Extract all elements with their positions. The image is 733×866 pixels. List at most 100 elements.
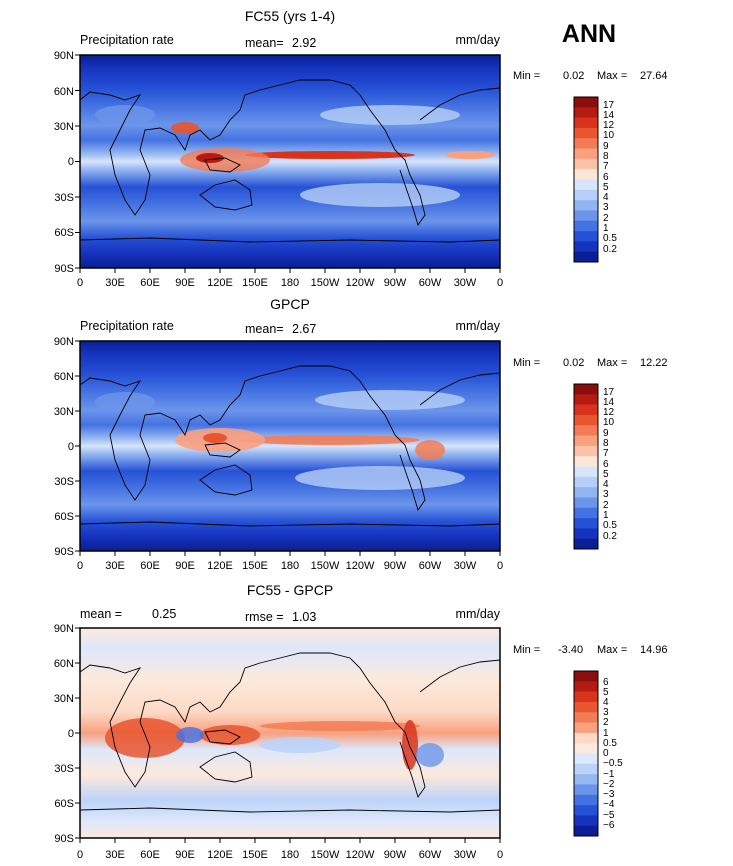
colorbar-swatches [573,383,599,550]
min-max-readout: Min = -3.40 Max = 14.96 [513,644,668,656]
colorbar-swatch [574,774,598,785]
x-tick-label: 120E [207,277,233,289]
colorbar-label: 14 [603,397,615,408]
x-tick-label: 60W [419,849,442,861]
min-value: 0.02 [563,70,584,82]
colorbar-label: 7 [603,161,609,172]
colorbar-label: 0.5 [603,520,617,531]
colorbar-label: 12 [603,407,615,418]
colorbar-swatch [574,117,598,129]
colorbar: 6 5 4 3 2 1 0.5 0 −0.5 −1 −2 −3 −4 −5 −6 [573,670,623,837]
colorbar-swatch [574,179,598,191]
colorbar-border [573,670,599,837]
colorbar-swatch [574,241,598,252]
colorbar-swatch [574,701,598,713]
colorbar-label: −0.5 [603,758,623,769]
max-label: Max = [597,644,627,656]
coastlines [79,365,501,527]
colorbar-swatch [574,671,598,682]
colorbar-label: 0.2 [603,531,617,542]
x-tick-label: 30E [105,849,125,861]
x-tick-label: 60E [140,277,160,289]
colorbar-swatch [574,231,598,242]
map-plot [79,628,501,838]
sahara-dry [95,392,155,412]
colorbar-label: 9 [603,428,609,439]
x-tick-label: 90E [175,849,195,861]
colorbar-label: 6 [603,459,609,470]
warm-pool-wet-bias [200,725,260,745]
colorbar-swatch [574,691,598,703]
colorbar-swatch [574,251,598,263]
colorbar-swatch [574,404,598,416]
colorbar-swatch [574,805,598,816]
india-rain [171,122,199,134]
colorbar-label: 2 [603,500,609,511]
colorbar-label: −1 [603,769,615,780]
sub-tropical-dry-sh [300,183,460,207]
colorbar-label: −3 [603,789,615,800]
pacific-itcz-bias [260,721,420,731]
max-label: Max = [597,70,627,82]
y-axis-ticks: 90N 60N 30N 0 30S 60S 90S [54,50,74,275]
colorbar-label: 4 [603,479,609,490]
max-label: Max = [597,357,627,369]
colorbar-swatch [574,189,598,201]
y-axis-ticks: 90N 60N 30N 0 30S 60S 90S [54,623,74,845]
colorbar-labels: 6 5 4 3 2 1 0.5 0 −0.5 −1 −2 −3 −4 −5 −6 [603,677,623,831]
colorbar-swatches [573,670,599,837]
x-tick-label: 120W [346,277,375,289]
y-tick-label: 30S [54,476,74,488]
colorbar-label: 1 [603,510,609,521]
colorbar-label: 6 [603,172,609,183]
colorbar-label: 3 [603,202,609,213]
colorbar-labels: 17 14 12 10 9 8 7 6 5 4 3 2 1 0.5 0.2 [603,387,617,542]
colorbar-swatch [574,169,598,180]
y-tick-label: 60N [54,371,74,383]
y-tick-label: 0 [68,728,74,740]
units-label: mm/day [456,607,501,621]
x-tick-label: 30E [105,560,125,572]
colorbar-swatch [574,794,598,806]
sahara-dry [95,105,155,125]
colorbar-swatch [574,210,598,222]
panel-left-value: 0.25 [152,607,176,621]
x-tick-label: 30W [454,849,477,861]
min-label: Min = [513,644,540,656]
colorbar-swatch [574,538,598,550]
colorbar-label: −5 [603,810,615,821]
panel-left-label: Precipitation rate [80,33,174,47]
x-tick-label: 150E [242,277,268,289]
min-max-readout: Min = 0.02 Max = 12.22 [513,357,668,369]
max-value: 14.96 [640,644,668,656]
x-tick-label: 90W [384,849,407,861]
x-tick-label: 60E [140,560,160,572]
sub-tropical-dry-nh [320,105,460,125]
colorbar-label: 3 [603,489,609,500]
colorbar-swatches [573,96,599,263]
y-tick-label: 90N [54,336,74,348]
panel-title: FC55 - GPCP [247,582,333,598]
colorbar-label: 10 [603,417,615,428]
y-tick-label: 90S [54,833,74,845]
x-tick-label: 0 [77,560,83,572]
x-tick-label: 30W [454,277,477,289]
colorbar-label: −4 [603,799,615,810]
min-label: Min = [513,357,540,369]
colorbar-swatch [574,138,598,149]
x-tick-label: 120E [207,560,233,572]
colorbar-label: 0.5 [603,738,617,749]
x-tick-label: 60W [419,277,442,289]
colorbar-swatch [574,220,598,232]
min-value: -3.40 [558,644,583,656]
panel-left-label: mean = [80,607,122,621]
colorbar-label: 0.5 [603,233,617,244]
colorbar-swatch [574,414,598,426]
colorbar-label: 2 [603,213,609,224]
x-tick-label: 0 [497,277,503,289]
colorbar-border [573,383,599,550]
x-tick-label: 30W [454,560,477,572]
colorbar-label: 5 [603,687,609,698]
itcz-band [240,435,420,445]
